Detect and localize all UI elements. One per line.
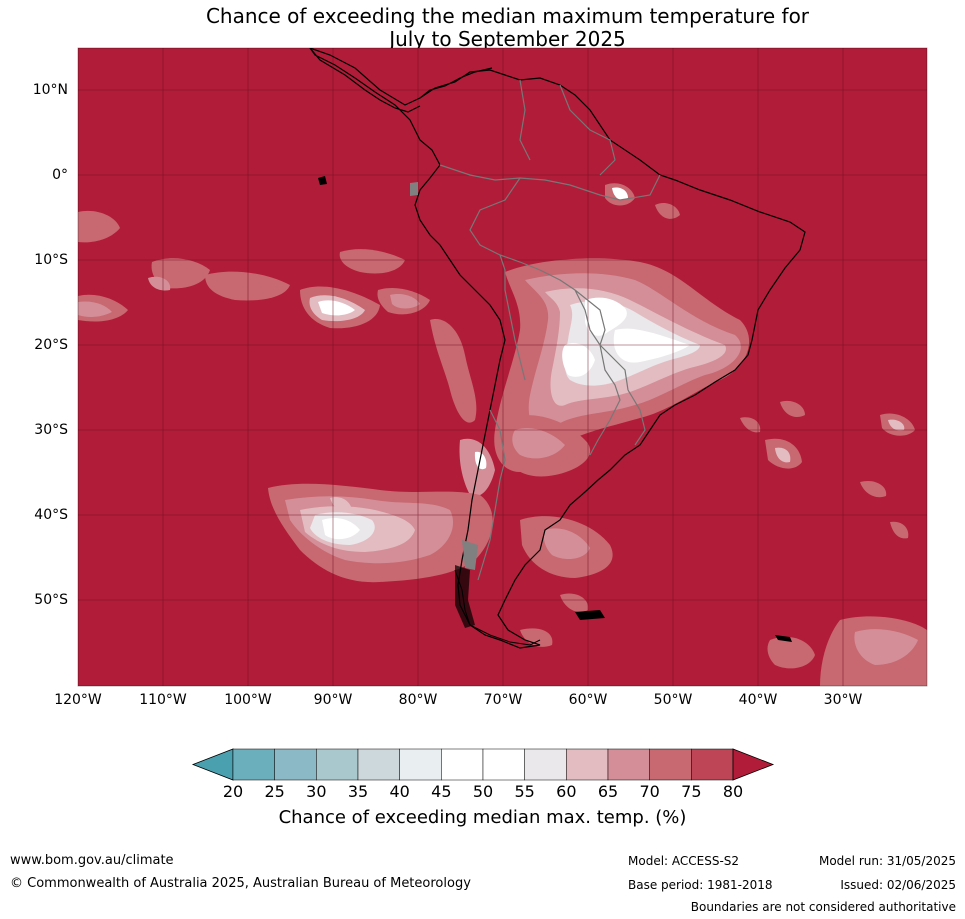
base-period-text: Base period: 1981-2018	[628, 878, 773, 892]
colorbar-tick-label: 55	[514, 782, 535, 801]
contour-brazil-45	[585, 297, 627, 336]
lat-label: 20°S	[34, 337, 68, 353]
colorbar-tick-label: 20	[222, 782, 244, 801]
colorbar-extend-high	[732, 748, 775, 781]
lon-label: 80°W	[398, 692, 438, 708]
colorbar-cell	[607, 748, 650, 781]
colorbar-extend-low	[191, 748, 234, 781]
colorbar-cell	[524, 748, 567, 781]
lon-label: 30°W	[823, 692, 863, 708]
lon-label: 100°W	[224, 692, 272, 708]
lat-label: 40°S	[34, 507, 68, 523]
colorbar-label: Chance of exceeding median max. temp. (%…	[278, 807, 687, 828]
issued-text: Issued: 02/06/2025	[840, 878, 956, 892]
lon-label: 60°W	[568, 692, 608, 708]
lon-label: 120°W	[54, 692, 102, 708]
colorbar-cell	[232, 748, 275, 781]
colorbar-tick-label: 65	[597, 782, 619, 801]
lon-label: 90°W	[313, 692, 353, 708]
probability-contours	[78, 183, 927, 686]
colorbar-cell	[482, 748, 525, 781]
model-text: Model: ACCESS-S2	[628, 854, 740, 868]
graticule	[78, 48, 927, 686]
lon-label: 110°W	[139, 692, 187, 708]
colorbar-cell	[399, 748, 442, 781]
disclaimer-text: Boundaries are not considered authoritat…	[690, 900, 956, 914]
colorbar-cell	[566, 748, 609, 781]
colorbar-tick-label: 70	[639, 782, 660, 801]
website-text: www.bom.gov.au/climate	[10, 853, 174, 868]
copyright-text: © Commonwealth of Australia 2025, Austra…	[10, 876, 471, 891]
lat-label: 10°S	[34, 252, 68, 268]
lat-label: 0°	[52, 167, 68, 183]
lat-label: 10°N	[32, 82, 68, 98]
colorbar-cell	[274, 748, 317, 781]
colorbar-cell	[357, 748, 400, 781]
colorbar-cell	[649, 748, 692, 781]
lon-label: 70°W	[483, 692, 523, 708]
country-borders	[439, 79, 661, 581]
colorbar-cell	[441, 748, 484, 781]
lat-label: 50°S	[34, 592, 68, 608]
colorbar-cell	[691, 748, 734, 781]
colorbar-tick-label: 25	[264, 782, 285, 801]
central-america-coastline	[309, 48, 493, 113]
colorbar-tick-label: 50	[472, 782, 494, 801]
colorbar-tick-label: 40	[389, 782, 410, 801]
colorbar-tick-label: 30	[306, 782, 327, 801]
probability-map	[77, 47, 928, 687]
lon-label: 40°W	[738, 692, 778, 708]
map-title-line2: July to September 2025	[389, 27, 626, 51]
lat-label: 30°S	[34, 422, 68, 438]
colorbar-tick-label: 60	[556, 782, 577, 801]
colorbar-tick-label: 35	[347, 782, 369, 801]
lon-label: 50°W	[653, 692, 693, 708]
colorbar-tick-label: 45	[431, 782, 452, 801]
south-america-coastline	[309, 48, 806, 649]
map-title-line1: Chance of exceeding the median maximum t…	[205, 4, 810, 28]
colorbar-tick-label: 75	[681, 782, 702, 801]
colorbar-cell	[316, 748, 359, 781]
colorbar-tick-label: 80	[722, 782, 744, 801]
model-run-text: Model run: 31/05/2025	[818, 854, 956, 868]
map-background	[78, 48, 927, 686]
